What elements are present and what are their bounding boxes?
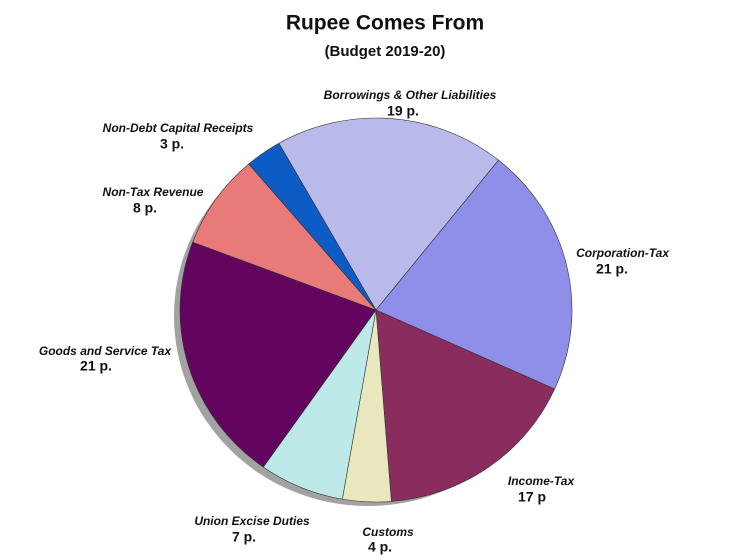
pie-slice bbox=[192, 163, 377, 311]
slice-value-label: 4 p. bbox=[368, 539, 392, 555]
pie-slice bbox=[278, 117, 499, 311]
slice-label: Non-Tax Revenue bbox=[103, 185, 204, 199]
slice-value-label: 21 p. bbox=[80, 358, 112, 374]
chart-subtitle: (Budget 2019-20) bbox=[325, 43, 446, 60]
slice-value-label: 17 p bbox=[518, 489, 546, 505]
slice-label: Union Excise Duties bbox=[194, 514, 310, 528]
slice-label: Customs bbox=[362, 525, 414, 539]
slice-value-label: 19 p. bbox=[387, 103, 419, 119]
slice-label: Corporation-Tax bbox=[576, 246, 670, 260]
slice-label: Borrowings & Other Liabilities bbox=[324, 88, 497, 102]
slice-value-label: 3 p. bbox=[160, 136, 184, 152]
slice-label: Goods and Service Tax bbox=[39, 344, 173, 358]
slice-value-label: 7 p. bbox=[232, 529, 256, 545]
pie-slice bbox=[375, 309, 556, 502]
slice-label: Income-Tax bbox=[508, 474, 576, 488]
pie-slice bbox=[375, 159, 573, 390]
pie-slice bbox=[179, 241, 377, 468]
pie-slice bbox=[248, 142, 377, 311]
slice-label: Non-Debt Capital Receipts bbox=[103, 121, 254, 135]
slice-value-label: 21 p. bbox=[596, 261, 628, 277]
slice-value-label: 8 p. bbox=[133, 200, 157, 216]
chart-title: Rupee Comes From bbox=[286, 12, 484, 35]
